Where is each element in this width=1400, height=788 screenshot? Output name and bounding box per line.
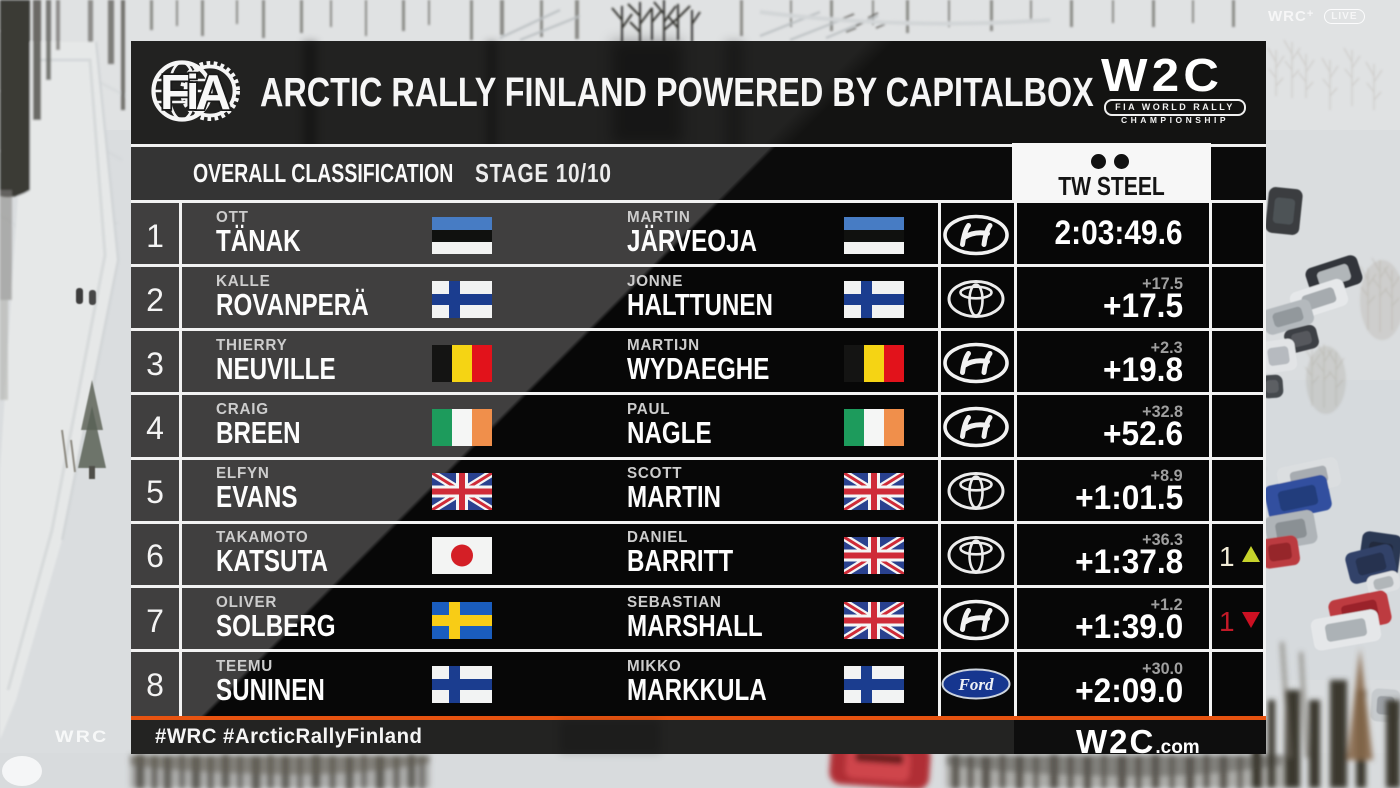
- svg-text:Ford: Ford: [958, 675, 994, 694]
- svg-text:FiA: FiA: [160, 66, 231, 120]
